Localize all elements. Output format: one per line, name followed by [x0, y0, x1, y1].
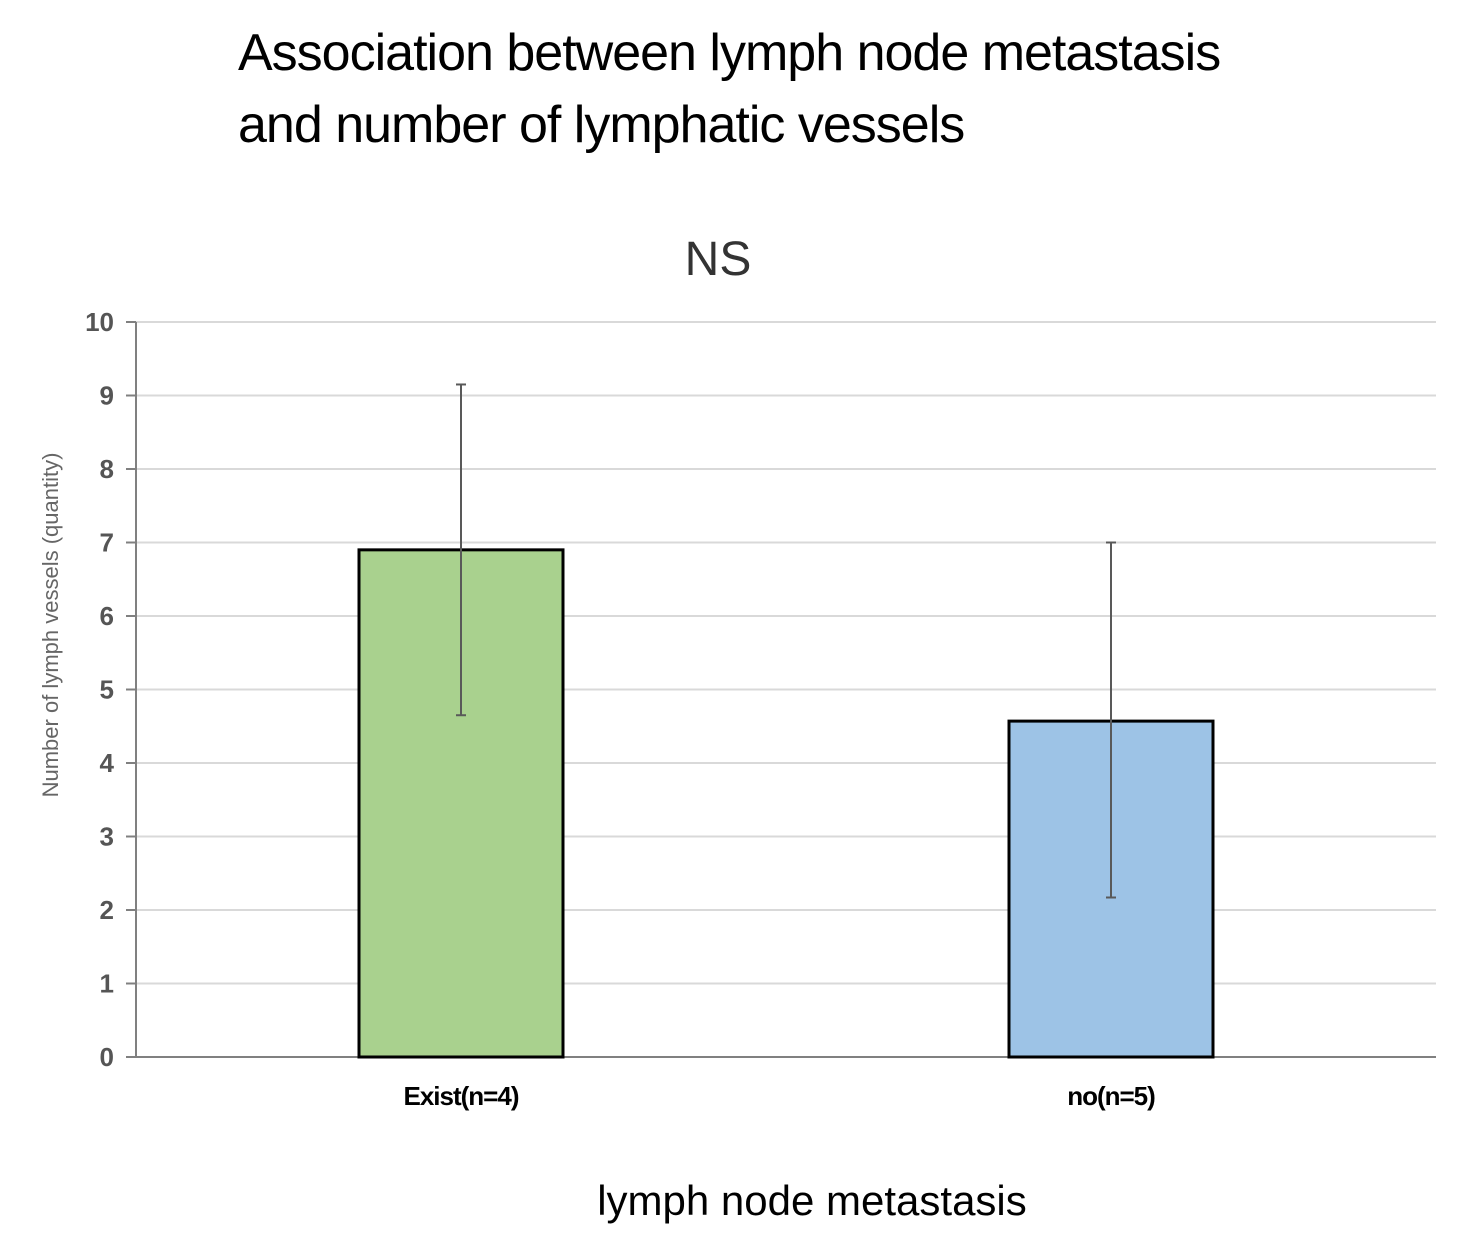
y-tick-labels: 0 1 2 3 4 5 6 7 8 9 10: [85, 307, 114, 1072]
y-axis-label: Number of lymph vessels (quantity): [38, 453, 63, 798]
y-axis: [126, 321, 1436, 1058]
y-tick-label: 0: [100, 1042, 114, 1072]
gridlines: [136, 321, 1436, 985]
y-tick-label: 7: [100, 528, 114, 558]
y-tick-label: 6: [100, 601, 114, 631]
y-tick-label: 8: [100, 454, 114, 484]
chart-title-line-1: Association between lymph node metastasi…: [238, 24, 1220, 82]
y-tick-label: 9: [100, 381, 114, 411]
y-tick-label: 10: [85, 307, 114, 337]
y-tick-label: 3: [100, 822, 114, 852]
y-tick-label: 2: [100, 895, 114, 925]
bars: [357, 548, 1215, 1059]
y-tick-label: 4: [100, 748, 115, 778]
x-category-labels: Exist(n=4) no(n=5): [404, 1081, 1157, 1111]
y-tick-label: 5: [100, 675, 114, 705]
chart-title-line-2: and number of lymphatic vessels: [238, 96, 964, 154]
x-axis-label: lymph node metastasis: [597, 1177, 1027, 1224]
chart-title: Association between lymph node metastasi…: [238, 24, 1221, 154]
significance-annotation: NS: [685, 233, 752, 286]
error-bars: [456, 383, 1116, 899]
x-category-label: Exist(n=4): [404, 1081, 519, 1111]
y-tick-label: 1: [100, 969, 114, 999]
x-category-label: no(n=5): [1067, 1081, 1155, 1111]
